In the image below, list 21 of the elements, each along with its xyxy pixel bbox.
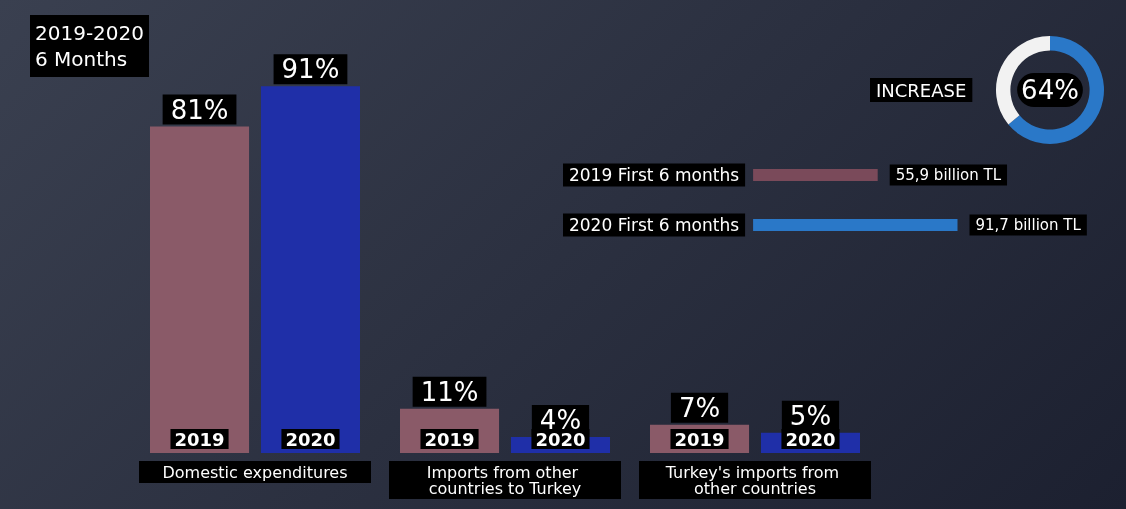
x-tick-label: Turkey's imports from other countries xyxy=(664,462,845,498)
chart-title: 2019-2020 6 Months xyxy=(35,21,145,71)
y-tick-label: 2019 First 6 months xyxy=(568,165,740,185)
text: 2019 xyxy=(424,428,475,450)
data-label: 81% xyxy=(170,94,229,125)
series-label: 2019 xyxy=(174,428,225,450)
text: 2020 xyxy=(785,428,836,450)
text: 2019 xyxy=(674,428,725,450)
x-tick-label: Imports from other countries to Turkey xyxy=(426,462,584,498)
data-label: 55,9 billion TL xyxy=(895,166,1002,184)
text: 2020 xyxy=(285,428,336,450)
data-label: 64% xyxy=(1021,75,1079,105)
data-label: 91,7 billion TL xyxy=(975,216,1082,234)
data-label: 5% xyxy=(789,400,832,431)
y-tick-label: 2020 First 6 months xyxy=(568,215,740,235)
data-label: 91% xyxy=(281,54,340,85)
text: INCREASE xyxy=(876,79,967,101)
x-tick-label: Domestic expenditures xyxy=(162,462,348,482)
data-label: 7% xyxy=(678,392,721,423)
series-label: 2020 xyxy=(535,428,586,450)
data-label: 11% xyxy=(420,376,479,407)
